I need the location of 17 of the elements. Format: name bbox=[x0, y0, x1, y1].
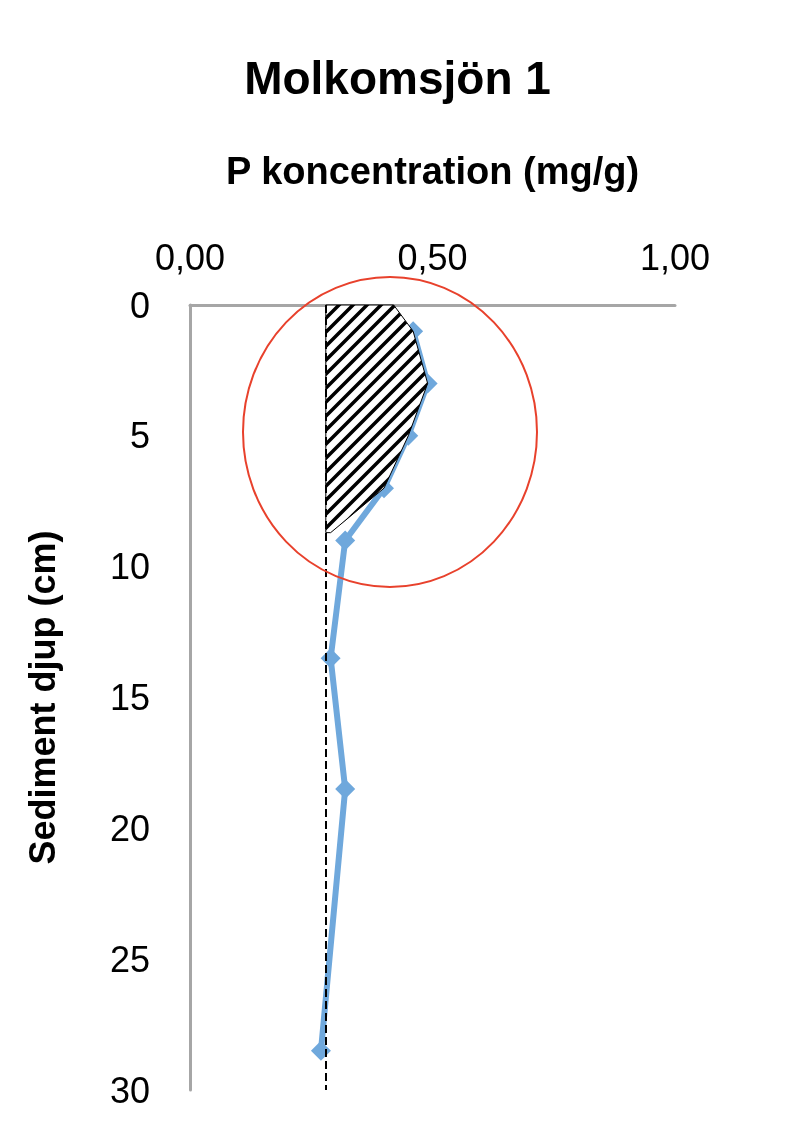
y-tick-label: 15 bbox=[109, 677, 150, 718]
y-tick-label: 20 bbox=[109, 807, 150, 849]
y-tick-label: 10 bbox=[109, 546, 150, 588]
chart-title: Molkomsjön 1 bbox=[244, 52, 551, 104]
point bbox=[335, 779, 356, 800]
point bbox=[335, 530, 356, 551]
y-tick-label: 25 bbox=[109, 938, 150, 980]
point bbox=[320, 648, 341, 669]
y-tick-label: 0 bbox=[129, 284, 150, 326]
x-tick-label: 0,50 bbox=[397, 236, 468, 278]
y-tick-label: 5 bbox=[129, 415, 150, 457]
y-axis-title: Sediment djup (cm) bbox=[21, 530, 63, 865]
x-axis-title: P koncentration (mg/g) bbox=[225, 150, 640, 192]
point bbox=[310, 1040, 331, 1061]
x-tick-label: 0,00 bbox=[154, 236, 226, 278]
x-tick-label: 1,00 bbox=[639, 236, 711, 278]
y-tick-label: 30 bbox=[109, 1069, 150, 1111]
